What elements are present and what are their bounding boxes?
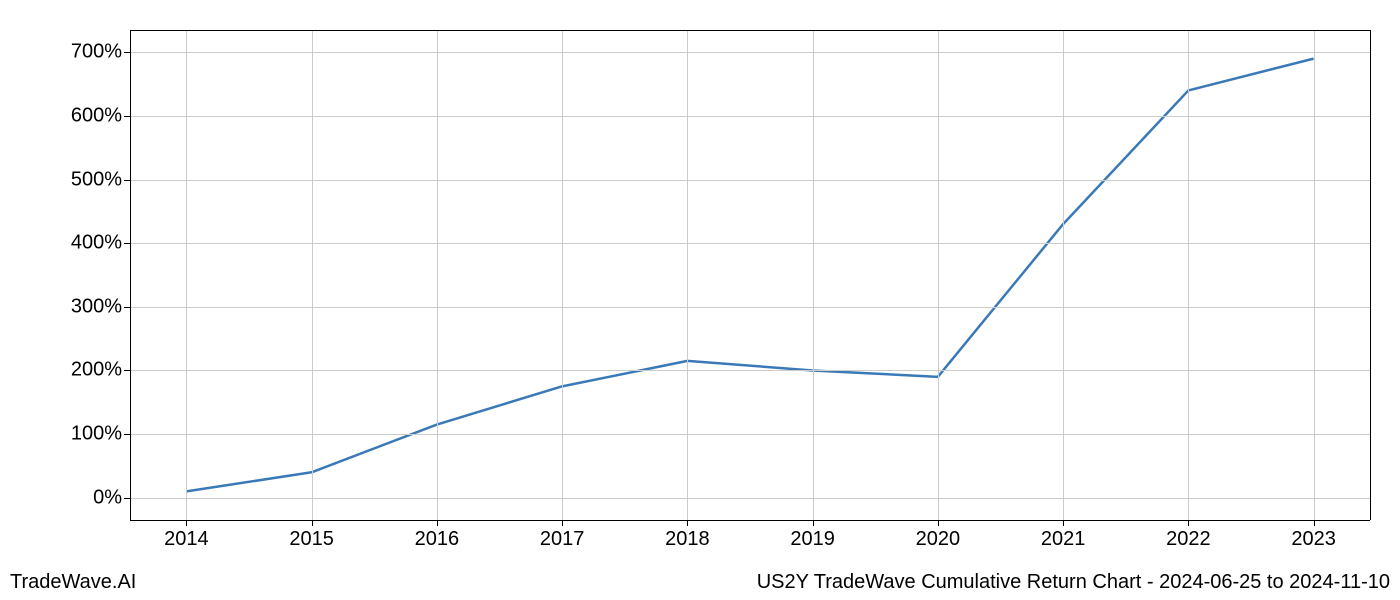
y-axis-label: 100%: [71, 423, 130, 446]
x-axis-label: 2014: [164, 520, 209, 551]
gridline-v: [562, 30, 563, 520]
gridline-v: [687, 30, 688, 520]
y-axis-label: 300%: [71, 295, 130, 318]
gridline-v: [938, 30, 939, 520]
x-axis-label: 2022: [1166, 520, 1211, 551]
gridline-h: [130, 52, 1370, 53]
gridline-v: [186, 30, 187, 520]
plot-border: [130, 30, 1370, 31]
plot-border: [130, 520, 1370, 521]
plot-border: [130, 30, 131, 520]
y-axis-label: 600%: [71, 104, 130, 127]
gridline-v: [1314, 30, 1315, 520]
gridline-v: [1188, 30, 1189, 520]
x-axis-label: 2023: [1291, 520, 1336, 551]
gridline-v: [813, 30, 814, 520]
gridline-v: [1063, 30, 1064, 520]
plot-border: [1370, 30, 1371, 520]
x-axis-label: 2016: [415, 520, 460, 551]
chart-container: 0% 100% 200% 300% 400% 500% 600% 700% 2014 2015 20…: [0, 0, 1400, 600]
gridline-v: [437, 30, 438, 520]
y-axis-label: 200%: [71, 359, 130, 382]
y-axis-label: 700%: [71, 41, 130, 64]
gridline-h: [130, 307, 1370, 308]
chart-line: [130, 30, 1370, 520]
y-axis-label: 500%: [71, 168, 130, 191]
x-axis-label: 2017: [540, 520, 585, 551]
x-axis-label: 2021: [1041, 520, 1086, 551]
y-axis-label: 400%: [71, 232, 130, 255]
gridline-h: [130, 243, 1370, 244]
data-line: [186, 59, 1313, 492]
footer-left-label: TradeWave.AI: [10, 571, 136, 594]
gridline-v: [312, 30, 313, 520]
x-axis-label: 2015: [289, 520, 334, 551]
footer-right-label: US2Y TradeWave Cumulative Return Chart -…: [757, 571, 1390, 594]
gridline-h: [130, 498, 1370, 499]
x-axis-label: 2019: [790, 520, 835, 551]
plot-area: 0%100%200%300%400%500%600%700%2014201520…: [130, 30, 1370, 520]
x-axis-label: 2018: [665, 520, 710, 551]
gridline-h: [130, 434, 1370, 435]
y-axis-label: 0%: [93, 486, 130, 509]
gridline-h: [130, 370, 1370, 371]
gridline-h: [130, 116, 1370, 117]
gridline-h: [130, 180, 1370, 181]
x-axis-label: 2020: [916, 520, 961, 551]
